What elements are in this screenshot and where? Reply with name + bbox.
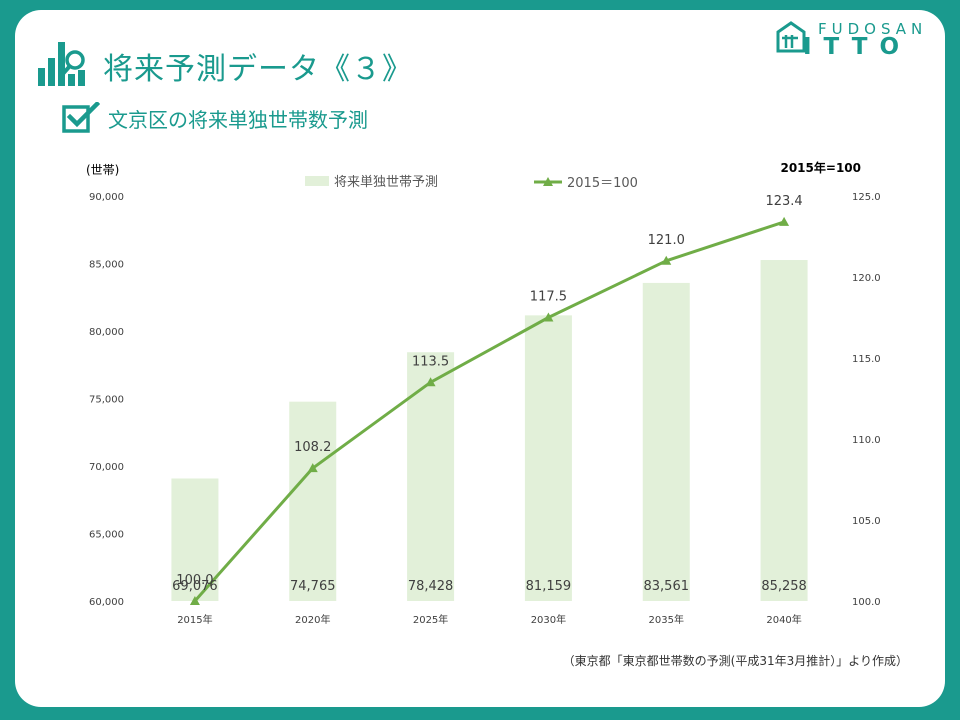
line-value-label: 108.2 — [294, 440, 331, 455]
house-logo-icon — [776, 21, 806, 53]
y-tick-label: 70,000 — [89, 462, 124, 473]
line-marker-0 — [189, 596, 200, 605]
bar-value-label: 83,561 — [644, 579, 690, 594]
y2-tick-label: 105.0 — [852, 516, 881, 527]
y-tick-label: 85,000 — [89, 260, 124, 271]
bar-1 — [289, 401, 337, 601]
bar-2 — [407, 352, 455, 601]
bar-0 — [171, 478, 219, 601]
legend-bar-label: 将来単独世帯予測 — [334, 174, 438, 190]
legend-bar-swatch — [305, 176, 329, 186]
logo-bottom-text: ITTO — [803, 34, 912, 60]
y-tick-label: 65,000 — [89, 530, 124, 541]
y-tick-label: 80,000 — [89, 327, 124, 338]
line-marker-1 — [307, 463, 318, 473]
y2-tick-label: 125.0 — [852, 192, 881, 203]
bar-value-label: 78,428 — [408, 579, 454, 594]
y-tick-label: 90,000 — [89, 192, 124, 203]
line-marker-5 — [779, 216, 790, 226]
x-tick-label: 2020年 — [295, 613, 330, 626]
line-value-label: 117.5 — [530, 290, 567, 305]
bar-value-label: 74,765 — [290, 579, 336, 594]
y2-tick-label: 100.0 — [852, 597, 881, 608]
logo-top-text: FUDOSAN — [818, 20, 928, 38]
line-value-label: 121.0 — [648, 233, 685, 248]
y-axis-title: (世帯) — [86, 163, 119, 177]
line-value-label: 123.4 — [765, 194, 802, 209]
bar-value-label: 81,159 — [526, 579, 572, 594]
y2-tick-label: 115.0 — [852, 354, 881, 365]
page-title: 将来予測データ《３》 — [103, 52, 413, 87]
x-tick-label: 2030年 — [531, 613, 566, 626]
y2-tick-label: 110.0 — [852, 435, 881, 446]
line-value-label: 100.0 — [176, 573, 213, 588]
chart-subtitle: 文京区の将来単独世帯数予測 — [108, 108, 368, 132]
legend-line-label: 2015＝100 — [567, 176, 638, 191]
bar-5 — [760, 260, 808, 601]
bar-4 — [642, 282, 690, 601]
line-marker-3 — [543, 312, 554, 322]
x-tick-label: 2015年 — [177, 613, 212, 626]
x-tick-label: 2025年 — [413, 613, 448, 626]
line-marker-4 — [661, 255, 672, 265]
source-note: （東京都「東京都世帯数の予測(平成31年3月推計）」より作成） — [562, 654, 908, 668]
line-marker-2 — [425, 377, 436, 387]
checkbox-icon — [62, 102, 100, 133]
x-tick-label: 2035年 — [649, 613, 684, 626]
company-logo: FUDOSAN ITTO — [776, 20, 926, 60]
x-tick-label: 2040年 — [766, 613, 801, 626]
line-series — [193, 220, 785, 602]
bar-3 — [524, 315, 572, 601]
y2-tick-label: 120.0 — [852, 273, 881, 284]
y2-axis-title: 2015年=100 — [780, 160, 861, 175]
legend-line-marker — [543, 177, 553, 186]
chart-search-icon — [38, 42, 85, 86]
bar-value-label: 85,258 — [761, 579, 807, 594]
y-tick-label: 60,000 — [89, 597, 124, 608]
y-tick-label: 75,000 — [89, 395, 124, 406]
bar-value-label: 69,076 — [172, 579, 218, 594]
line-value-label: 113.5 — [412, 354, 449, 369]
